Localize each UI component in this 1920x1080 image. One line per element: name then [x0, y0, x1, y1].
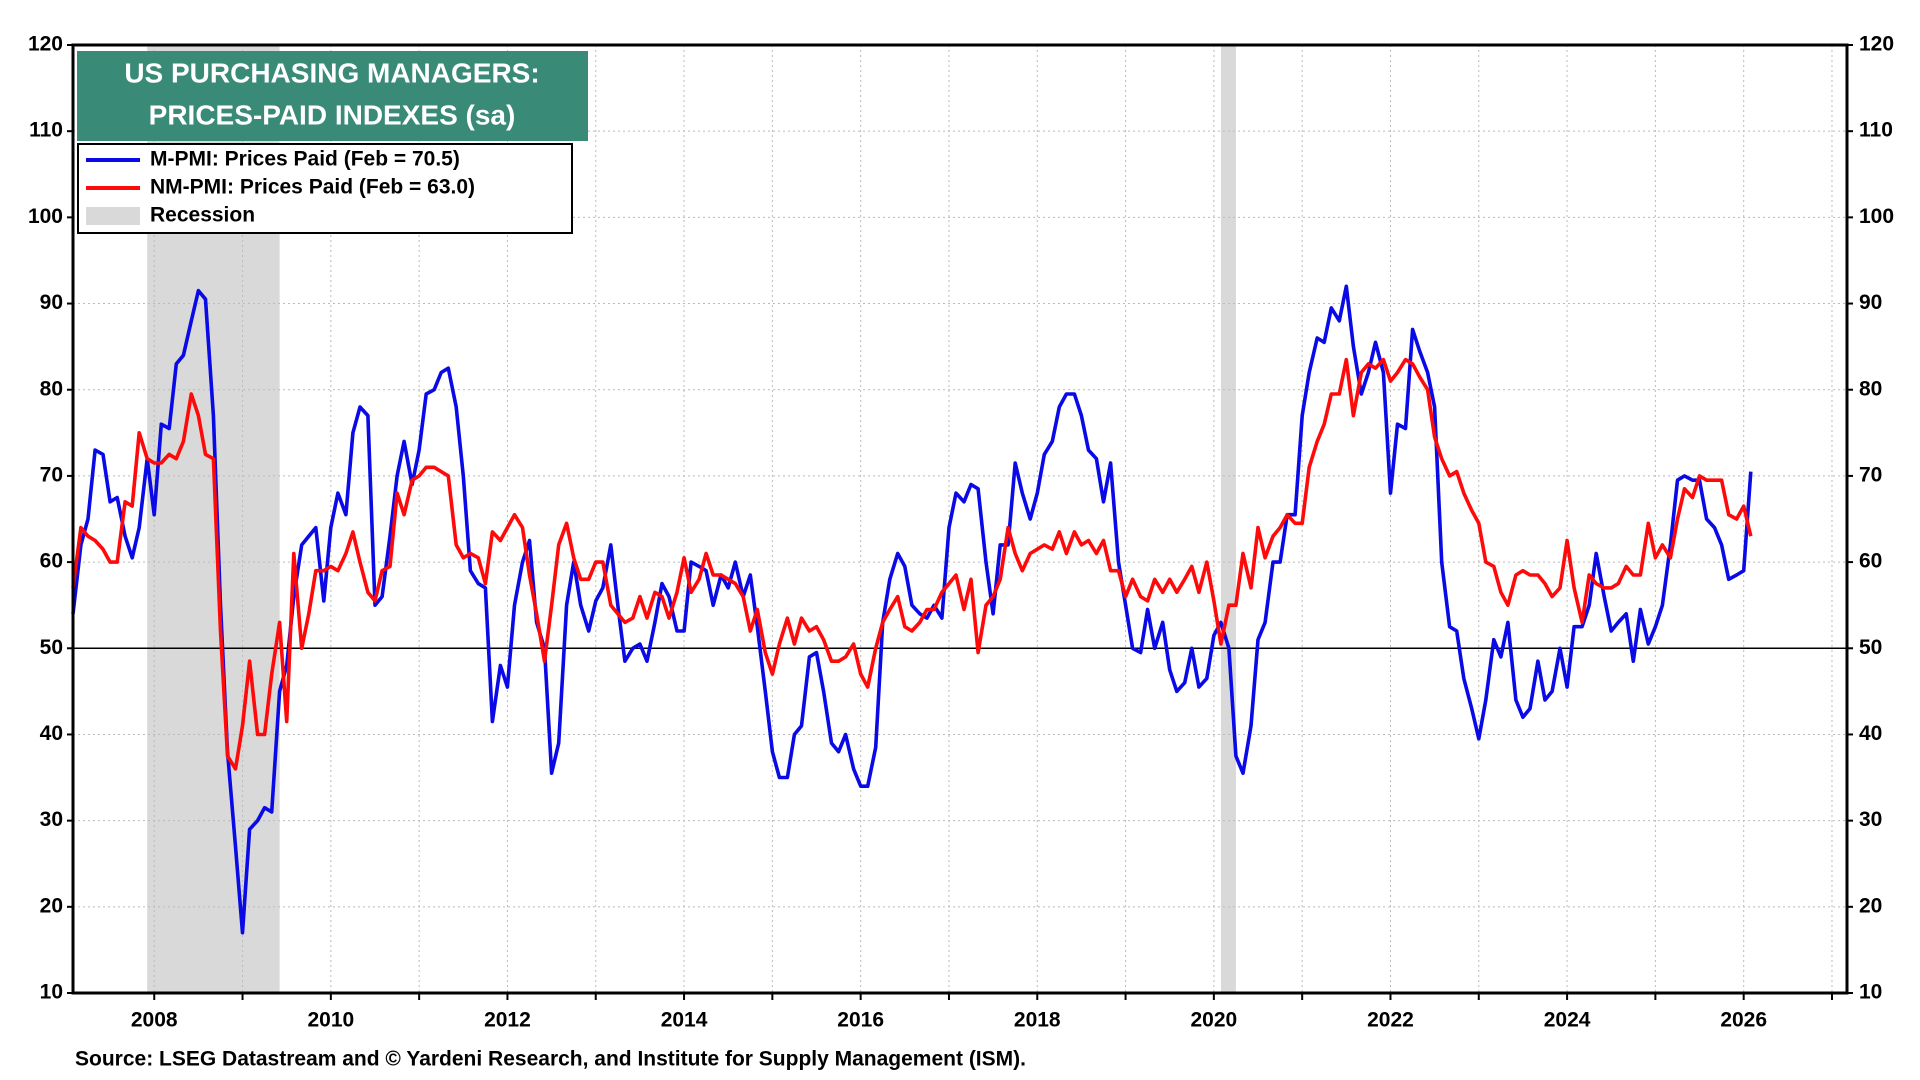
x-tick-label: 2026 [1720, 1009, 1767, 1032]
y2-tick-label: 100 [1859, 205, 1894, 228]
y2-tick-label: 40 [1859, 722, 1882, 745]
series-lines [71, 284, 1753, 935]
recession-band [1220, 45, 1236, 993]
y-tick-label: 120 [28, 33, 63, 56]
y-tick-label: 10 [40, 981, 63, 1004]
y2-tick-label: 70 [1859, 463, 1882, 486]
legend-label: M-PMI: Prices Paid (Feb = 70.5) [150, 148, 460, 171]
series-line [71, 284, 1753, 935]
series-line [71, 357, 1753, 771]
x-tick-label: 2014 [661, 1009, 708, 1032]
legend-swatch [86, 207, 140, 225]
x-tick-label: 2020 [1191, 1009, 1238, 1032]
y-tick-label: 100 [28, 205, 63, 228]
x-tick-label: 2016 [837, 1009, 884, 1032]
y-tick-label: 110 [29, 119, 63, 142]
plot-frame [71, 43, 1849, 995]
x-tick-label: 2022 [1367, 1009, 1414, 1032]
y-tick-label: 90 [40, 291, 63, 314]
x-tick-label: 2008 [131, 1009, 178, 1032]
legend-label: Recession [150, 204, 255, 227]
y-tick-label: 20 [40, 894, 63, 917]
y-tick-label: 50 [40, 636, 63, 659]
tick-labels: 10 20 30 40 50 60 70 80 90 100 110 120 10 20 30 40 50 60 7… [28, 33, 1894, 1032]
y2-tick-label: 10 [1859, 981, 1882, 1004]
legend-box [77, 143, 573, 234]
chart-title: US PURCHASING MANAGERS: [124, 57, 539, 88]
y2-tick-label: 90 [1859, 291, 1882, 314]
y2-tick-label: 30 [1859, 808, 1882, 831]
x-tick-label: 2010 [307, 1009, 354, 1032]
chart-title: PRICES-PAID INDEXES (sa) [149, 99, 516, 130]
y-tick-label: 30 [40, 808, 63, 831]
x-tick-label: 2024 [1544, 1009, 1591, 1032]
y2-tick-label: 110 [1859, 119, 1893, 142]
source-note: Source: LSEG Datastream and © Yardeni Re… [75, 1048, 1026, 1071]
x-tick-label: 2018 [1014, 1009, 1061, 1032]
title-box [77, 51, 588, 141]
y-tick-label: 60 [40, 550, 63, 573]
legend: M-PMI: Prices Paid (Feb = 70.5) NM-PMI: P… [86, 148, 475, 227]
y-tick-label: 40 [40, 722, 63, 745]
legend-label: NM-PMI: Prices Paid (Feb = 63.0) [150, 176, 475, 199]
y2-tick-label: 20 [1859, 894, 1882, 917]
y2-tick-label: 120 [1859, 33, 1894, 56]
y2-tick-label: 50 [1859, 636, 1882, 659]
y-tick-label: 80 [40, 377, 63, 400]
y-tick-label: 70 [40, 463, 63, 486]
x-tick-label: 2012 [484, 1009, 531, 1032]
y2-tick-label: 60 [1859, 550, 1882, 573]
y2-tick-label: 80 [1859, 377, 1882, 400]
grid [67, 44, 1853, 1000]
